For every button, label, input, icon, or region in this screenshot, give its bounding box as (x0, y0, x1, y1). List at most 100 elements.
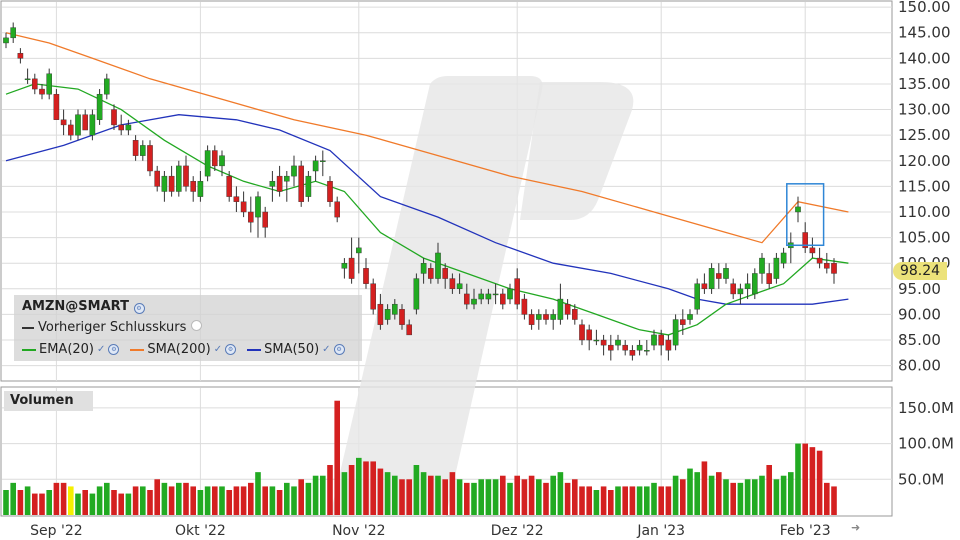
candle-body (420, 263, 427, 274)
volume-bar (161, 482, 168, 515)
volume-bar (341, 472, 348, 515)
candle-body (219, 155, 225, 167)
volume-bar (312, 475, 319, 515)
settings-icon[interactable]: ⚙ (133, 303, 145, 314)
candle-body (528, 314, 535, 325)
sma200-swatch (130, 348, 145, 351)
candle-body (435, 252, 441, 279)
scroll-right-icon[interactable]: ➜ (851, 521, 861, 534)
time-axis-label: Nov '22 (332, 523, 385, 539)
volume-bar (730, 482, 736, 515)
volume-bar (89, 493, 96, 515)
candle-body (24, 78, 31, 81)
volume-bar (651, 482, 657, 515)
candle-body (752, 273, 758, 295)
candle-body (701, 283, 708, 290)
volume-bar (615, 486, 621, 515)
volume-tick-label: 50.0M (898, 470, 944, 488)
price-tick-label: 115.00 (898, 177, 951, 195)
highlight-box (786, 183, 825, 247)
volume-bar (665, 486, 672, 515)
candle-body (168, 175, 175, 192)
candle-body (406, 324, 413, 336)
candle-body (255, 196, 261, 218)
legend-sma200[interactable]: SMA(200) ✓ ⚙ (130, 342, 237, 357)
volume-bar (60, 482, 67, 515)
volume-bar (255, 472, 261, 515)
volume-bar (284, 482, 290, 515)
candle-body (615, 339, 621, 346)
watermark-logo (330, 76, 634, 516)
volume-bar (370, 461, 376, 515)
volume-bar (68, 486, 74, 515)
candle-body (680, 319, 686, 325)
candle-body (593, 339, 600, 342)
candle-body (53, 93, 60, 120)
candle-body (233, 196, 240, 202)
candle-body (694, 283, 700, 310)
candle-body (356, 247, 362, 254)
volume-bar (708, 475, 715, 515)
candle-body (370, 283, 377, 310)
candle-body (564, 303, 571, 315)
volume-bar (226, 490, 232, 515)
volume-bars (3, 400, 837, 515)
price-axis-ticks: 150.00 145.00 140.00 135.00 130.00 125.00 120.… (898, 0, 951, 375)
candle-body (428, 268, 434, 279)
volume-bar (377, 468, 384, 515)
volume-bar (514, 475, 520, 515)
volume-bar (579, 486, 585, 515)
volume-bar (111, 490, 117, 515)
volume-bar (348, 465, 355, 515)
legend-ema20[interactable]: EMA(20) ✓ ⚙ (22, 342, 120, 357)
price-tick-label: 150.00 (898, 0, 951, 16)
candle-body (492, 293, 499, 296)
candle-body (795, 206, 801, 213)
candle-body (190, 181, 197, 192)
check-icon[interactable]: ✓ (97, 344, 106, 355)
candle-body (485, 293, 492, 300)
candle-body (586, 329, 592, 341)
instrument-label: AMZN@SMART ⚙ (22, 299, 145, 314)
candle-body (204, 150, 211, 177)
candle-body (665, 339, 672, 351)
settings-icon[interactable]: ⚙ (333, 344, 345, 355)
candle-body (269, 181, 276, 187)
volume-bar (384, 472, 391, 515)
check-icon[interactable]: ✓ (322, 344, 331, 355)
sma50-swatch (247, 348, 262, 351)
toggle-icon[interactable] (190, 320, 202, 331)
candle-body (737, 288, 744, 295)
volume-bar (816, 450, 823, 515)
volume-bar (456, 479, 463, 515)
volume-bar (780, 475, 787, 515)
volume-bar (766, 465, 772, 515)
price-tick-label: 120.00 (898, 152, 951, 170)
price-tick-label: 110.00 (898, 203, 951, 221)
volume-bar (802, 443, 808, 515)
volume-bar (564, 482, 571, 515)
time-axis-label: Jan '23 (636, 523, 685, 539)
candle-body (132, 140, 139, 156)
legend-sma50[interactable]: SMA(50) ✓ ⚙ (247, 342, 345, 357)
settings-icon[interactable]: ⚙ (225, 344, 237, 355)
volume-bar (392, 475, 398, 515)
candle-body (543, 314, 549, 320)
candle-body (320, 160, 326, 162)
settings-icon[interactable]: ⚙ (108, 344, 120, 355)
candle-body (442, 268, 449, 279)
check-icon[interactable]: ✓ (213, 344, 223, 355)
volume-bar (334, 400, 340, 515)
volume-bar (24, 486, 31, 515)
candle-body (183, 165, 189, 187)
volume-bar (622, 486, 628, 515)
volume-bar (233, 486, 240, 515)
volume-bar (276, 490, 283, 515)
sma200-line (5, 32, 849, 244)
prev-close-legend: Vorheriger Schlusskurs (22, 320, 202, 335)
candle-body (226, 175, 233, 197)
candle-body (175, 165, 182, 192)
volume-bar (528, 475, 535, 515)
volume-bar (248, 482, 254, 515)
candle-body (305, 175, 312, 197)
